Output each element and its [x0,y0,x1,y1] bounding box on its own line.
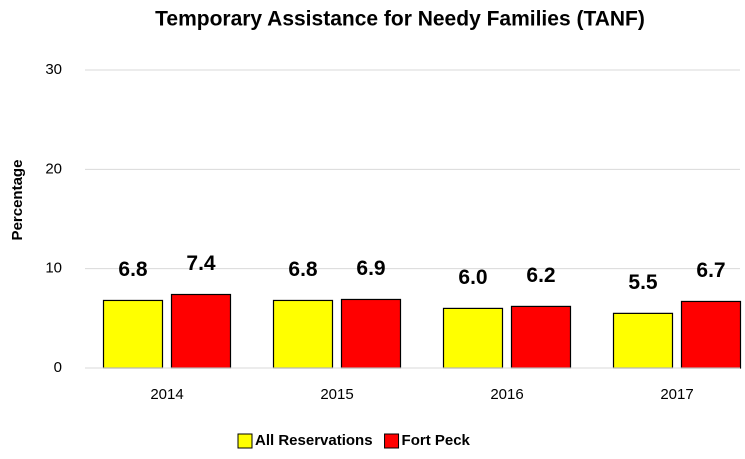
y-tick-label: 0 [54,359,62,376]
value-label: 6.0 [458,266,487,289]
y-axis-label: Percentage [9,160,26,241]
value-label: 6.9 [356,257,385,280]
bar [102,299,164,369]
legend-swatch [384,433,400,449]
legend-label: Fort Peck [402,432,471,449]
x-tick-label: 2015 [320,386,353,403]
chart-title: Temporary Assistance for Needy Families … [155,8,645,31]
value-label: 6.8 [118,258,148,281]
x-tick-label: 2016 [490,386,523,403]
bar [680,300,742,369]
value-label: 6.2 [526,264,555,287]
bar [612,312,674,369]
y-tick-label: 20 [45,160,62,177]
value-label: 5.5 [628,271,658,294]
bar [170,293,232,369]
bar [510,305,572,369]
bar [272,299,334,369]
bar [340,298,402,369]
value-label: 6.8 [288,258,318,281]
value-label: 6.7 [696,259,725,282]
legend-label: All Reservations [255,432,373,449]
legend-swatch [237,433,253,449]
y-tick-label: 10 [45,260,62,277]
x-tick-label: 2017 [660,386,693,403]
x-tick-label: 2014 [150,386,183,403]
bar [442,307,504,369]
y-tick-label: 30 [45,61,62,78]
value-label: 7.4 [186,252,216,275]
